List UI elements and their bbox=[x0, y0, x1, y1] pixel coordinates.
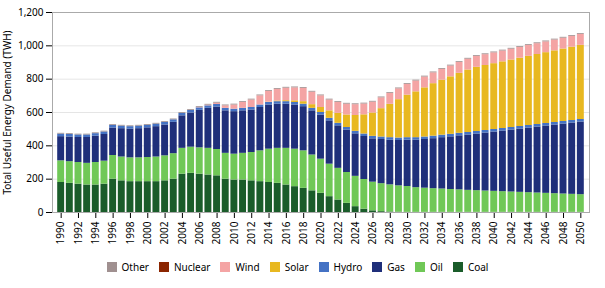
html-text:Solar: Solar bbox=[284, 259, 309, 274]
svg-text:2038: 2038 bbox=[469, 221, 483, 244]
svg-text:800: 800 bbox=[26, 71, 43, 85]
svg-text:1996: 1996 bbox=[105, 221, 119, 244]
svg-text:2008: 2008 bbox=[209, 221, 223, 244]
svg-text:2046: 2046 bbox=[538, 221, 552, 244]
html-text:Gas: Gas bbox=[387, 259, 405, 274]
svg-text:2032: 2032 bbox=[417, 221, 431, 244]
svg-text:2024: 2024 bbox=[348, 221, 362, 244]
html-text:Oil: Oil bbox=[429, 259, 443, 274]
svg-text:2028: 2028 bbox=[382, 221, 396, 244]
html-text:Hydro: Hydro bbox=[333, 259, 363, 274]
svg-text:2002: 2002 bbox=[157, 221, 171, 244]
svg-text:2018: 2018 bbox=[296, 221, 310, 244]
svg-text:2040: 2040 bbox=[486, 221, 500, 244]
svg-text:2026: 2026 bbox=[365, 221, 379, 244]
svg-text:1998: 1998 bbox=[123, 221, 137, 244]
html-text:Other: Other bbox=[121, 259, 149, 274]
svg-text:2044: 2044 bbox=[521, 221, 535, 244]
svg-text:1994: 1994 bbox=[88, 221, 102, 244]
svg-text:1990: 1990 bbox=[53, 221, 67, 244]
svg-text:2012: 2012 bbox=[244, 221, 258, 244]
svg-text:2006: 2006 bbox=[192, 221, 206, 244]
svg-text:1992: 1992 bbox=[71, 221, 85, 244]
svg-text:1,200: 1,200 bbox=[18, 5, 44, 19]
svg-text:2010: 2010 bbox=[227, 221, 241, 244]
svg-text:2030: 2030 bbox=[400, 221, 414, 244]
svg-text:2020: 2020 bbox=[313, 221, 327, 244]
svg-text:2048: 2048 bbox=[556, 221, 570, 244]
svg-text:600: 600 bbox=[26, 105, 43, 119]
svg-text:0: 0 bbox=[38, 205, 44, 219]
svg-text:200: 200 bbox=[26, 171, 43, 185]
svg-text:Total Useful Energy Demand (TW: Total Useful Energy Demand (TWH) bbox=[0, 30, 14, 194]
html-text:Nuclear: Nuclear bbox=[173, 259, 211, 274]
svg-text:2016: 2016 bbox=[279, 221, 293, 244]
svg-text:2050: 2050 bbox=[573, 221, 587, 244]
html-text:Wind: Wind bbox=[235, 259, 260, 274]
svg-text:2014: 2014 bbox=[261, 221, 275, 244]
svg-text:2042: 2042 bbox=[504, 221, 518, 244]
svg-text:1,000: 1,000 bbox=[18, 38, 44, 52]
svg-text:2022: 2022 bbox=[331, 221, 345, 244]
svg-text:2000: 2000 bbox=[140, 221, 154, 244]
svg-text:2004: 2004 bbox=[175, 221, 189, 244]
svg-text:2036: 2036 bbox=[452, 221, 466, 244]
svg-text:400: 400 bbox=[26, 138, 43, 152]
html-text:Coal: Coal bbox=[467, 259, 489, 274]
svg-text:2034: 2034 bbox=[434, 221, 448, 244]
